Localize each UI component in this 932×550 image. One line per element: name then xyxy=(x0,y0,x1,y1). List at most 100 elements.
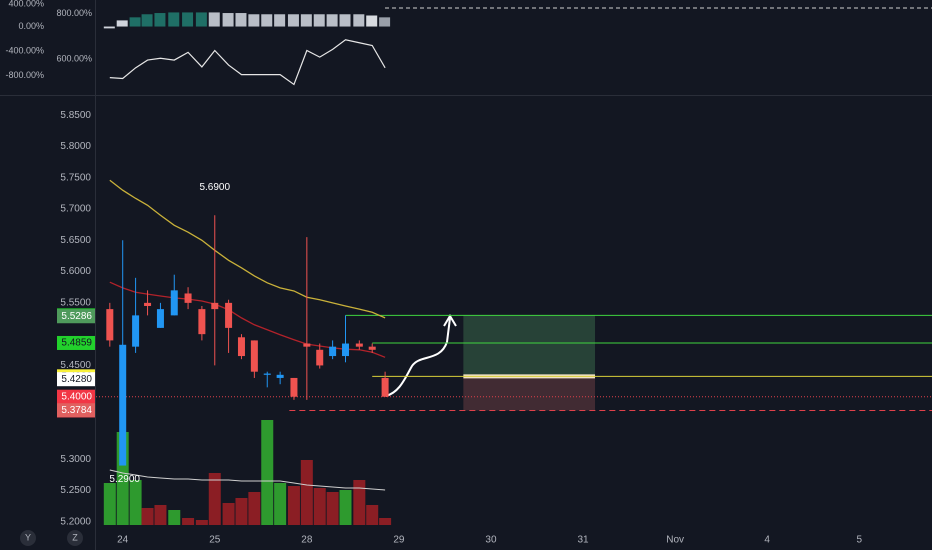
price-label: 5.4280 xyxy=(61,374,92,385)
moving-average xyxy=(109,179,386,319)
candle-body xyxy=(170,290,178,316)
oscillator-line xyxy=(109,39,386,86)
x-tick-label: 28 xyxy=(301,535,313,546)
y-tick-label: 5.6000 xyxy=(60,266,91,277)
volume-average xyxy=(109,469,386,491)
x-tick-label: Nov xyxy=(666,535,684,546)
oscillator-tick-label: -800.00% xyxy=(5,70,44,80)
toolbar-button[interactable] xyxy=(20,530,36,546)
volume-bar xyxy=(313,488,326,525)
toolbar-label: Z xyxy=(72,532,78,542)
price-label-box xyxy=(57,372,95,387)
candle-body xyxy=(263,373,271,375)
volume-bar xyxy=(339,490,352,525)
oscillator-bar xyxy=(182,12,194,27)
x-tick-label: 30 xyxy=(485,535,497,546)
oscillator-bar xyxy=(287,14,299,27)
price-label: 5.4859 xyxy=(61,338,92,349)
candle-body xyxy=(144,302,152,306)
high-label: 5.6900 xyxy=(199,182,230,193)
oscillator-bar xyxy=(235,13,247,27)
candle-body xyxy=(225,302,233,328)
x-tick-label: 24 xyxy=(117,535,129,546)
volume-bar xyxy=(235,498,248,525)
candle-body xyxy=(184,293,192,303)
x-tick-label: 31 xyxy=(577,535,589,546)
volume-bar xyxy=(248,492,261,525)
price-label-box xyxy=(57,309,95,324)
volume-bar xyxy=(300,460,313,525)
oscillator-bar xyxy=(208,12,220,27)
oscillator-bar xyxy=(274,14,286,27)
oscillator-tick-label: 400.00% xyxy=(8,0,44,8)
oscillator-bar xyxy=(353,14,365,27)
price-label: 5.3784 xyxy=(61,405,92,416)
candle-body xyxy=(342,343,350,357)
position-target-zone xyxy=(463,315,596,377)
moving-average xyxy=(109,281,386,358)
volume-bar xyxy=(182,518,195,525)
candle-body xyxy=(303,343,311,347)
y-tick-label: 5.2000 xyxy=(60,517,91,528)
volume-bar xyxy=(208,473,221,525)
oscillator-tick-label: -400.00% xyxy=(5,45,44,55)
oscillator-bar xyxy=(222,13,234,27)
y-tick-label: 5.8000 xyxy=(60,141,91,152)
oscillator-bar xyxy=(261,14,273,27)
volume-bar xyxy=(366,505,379,525)
candle-body xyxy=(156,309,164,328)
oscillator-bar xyxy=(313,14,325,27)
oscillator-tick-label: 0.00% xyxy=(18,21,44,31)
volume-bar xyxy=(287,486,300,525)
candle-body xyxy=(368,346,376,350)
oscillator-bar xyxy=(379,17,391,27)
y-tick-label: 5.7500 xyxy=(60,172,91,183)
candle-body xyxy=(355,343,363,347)
oscillator-y2-tick-label: 600.00% xyxy=(56,54,92,64)
volume-bar xyxy=(195,520,208,525)
low-label: 5.2900 xyxy=(109,474,140,485)
volume-bar xyxy=(129,480,142,525)
x-tick-label: 25 xyxy=(209,535,221,546)
candle-body xyxy=(381,377,389,397)
candle-body xyxy=(198,309,206,335)
volume-bar xyxy=(274,483,287,525)
volume-bar xyxy=(168,510,181,525)
oscillator-bar xyxy=(195,12,207,27)
y-tick-label: 5.4500 xyxy=(60,360,91,371)
x-tick-label: 5 xyxy=(856,535,862,546)
volume-bar xyxy=(154,505,167,525)
oscillator-bar xyxy=(248,14,260,27)
candle-body xyxy=(106,309,114,341)
price-label: 5.4000 xyxy=(61,391,92,402)
candle-body xyxy=(316,349,324,366)
price-label-box xyxy=(57,335,95,350)
oscillator-bar xyxy=(168,12,180,27)
y-tick-label: 5.5500 xyxy=(60,298,91,309)
candle-body xyxy=(276,374,284,378)
volume-bar xyxy=(353,480,366,525)
price-label: 5.5286 xyxy=(61,311,92,322)
price-label-box xyxy=(57,403,95,418)
oscillator-y2-tick-label: 800.00% xyxy=(56,8,92,18)
candle-body xyxy=(211,302,219,310)
price-label-box xyxy=(57,389,95,404)
candle-body xyxy=(119,344,127,466)
toolbar-button[interactable] xyxy=(67,530,83,546)
y-tick-label: 5.3000 xyxy=(60,454,91,465)
candle-body xyxy=(290,377,298,397)
x-tick-label: 4 xyxy=(764,535,770,546)
volume-bar xyxy=(141,508,154,525)
volume-bar xyxy=(326,492,339,525)
y-tick-label: 5.8500 xyxy=(60,110,91,121)
oscillator-bar xyxy=(326,14,338,27)
oscillator-bar xyxy=(103,26,115,29)
volume-bar xyxy=(261,420,274,525)
oscillator-bar xyxy=(129,17,141,27)
candle-body xyxy=(329,346,337,357)
oscillator-bar xyxy=(116,20,128,27)
position-stop-zone xyxy=(463,376,596,411)
x-tick-label: 29 xyxy=(393,535,405,546)
y-tick-label: 5.6500 xyxy=(60,235,91,246)
